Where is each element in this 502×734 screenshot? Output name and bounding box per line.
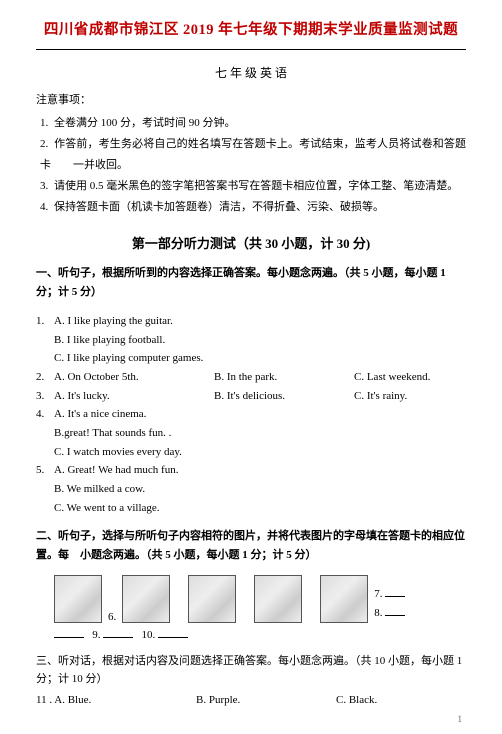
question-number: 1. <box>36 312 54 331</box>
option-c: C. It's rainy. <box>354 387 466 406</box>
option-image <box>122 575 170 623</box>
option-b: B. I like playing football. <box>36 331 466 350</box>
option-image <box>320 575 368 623</box>
part3-instruction: 三、听对话，根据对话内容及问题选择正确答案。每小题念两遍。（共 10 小题，每小… <box>36 652 466 689</box>
question-number: 4. <box>36 405 54 424</box>
notice-text: 保持答题卡面（机读卡加答题卷）清洁，不得折叠、污染、破损等。 <box>54 201 384 213</box>
image-label: 6. <box>108 611 116 623</box>
question-block: 1. A. I like playing the guitar. B. I li… <box>36 312 466 518</box>
question-number: 11 . A. Blue. <box>36 691 96 710</box>
question-row: 5. A. Great! We had much fun. <box>36 461 466 480</box>
notice-item: 2.作答前，考生务必将自己的姓名填写在答题卡上。考试结束，监考人员将试卷和答题卡… <box>36 134 466 176</box>
blank-line <box>54 626 84 638</box>
option-c: C. Last weekend. <box>354 368 466 387</box>
blank-line <box>103 626 133 638</box>
option-image <box>188 575 236 623</box>
option-b: B. It's delicious. <box>214 387 354 406</box>
blank-line <box>385 585 405 597</box>
question-row: 3. A. It's lucky. B. It's delicious. C. … <box>36 387 466 406</box>
question-number: 5. <box>36 461 54 480</box>
right-labels: 7. 8. <box>374 585 405 622</box>
options-inline: A. On October 5th. B. In the park. C. La… <box>54 368 466 387</box>
option-a: A. On October 5th. <box>54 368 214 387</box>
blank-line <box>385 604 405 616</box>
option-a: A. Great! We had much fun. <box>54 461 466 480</box>
option-a: A. It's lucky. <box>54 387 214 406</box>
notice-text: 请使用 0.5 毫米黑色的签字笔把答案书写在答题卡相应位置，字体工整、笔迹清楚。 <box>54 180 458 192</box>
notice-text: 作答前，考生务必将自己的姓名填写在答题卡上。考试结束，监考人员将试卷和答题卡 一… <box>40 138 466 171</box>
notice-item: 3.请使用 0.5 毫米黑色的签字笔把答案书写在答题卡相应位置，字体工整、笔迹清… <box>36 176 466 197</box>
notice-text: 全卷满分 100 分，考试时间 90 分钟。 <box>54 117 236 129</box>
section-title: 第一部分听力测试（共 30 小题，计 30 分) <box>36 233 466 252</box>
option-b: B.great! That sounds fun. . <box>36 424 466 443</box>
image-row: 6. 7. 8. <box>54 575 466 623</box>
notice-item: 4.保持答题卡面（机读卡加答题卷）清洁，不得折叠、污染、破损等。 <box>36 197 466 218</box>
part1-instruction: 一、听句子，根据所听到的内容选择正确答案。每小题念两遍。（共 5 小题，每小题 … <box>36 264 466 301</box>
option-b: B. We milked a cow. <box>36 480 466 499</box>
option-image <box>254 575 302 623</box>
image-label: 10. <box>142 629 156 641</box>
question-row: 4. A. It's a nice cinema. <box>36 405 466 424</box>
notice-heading: 注意事项： <box>36 91 466 107</box>
page-number: 1 <box>36 714 466 724</box>
part2-instruction: 二、听句子，选择与所听句子内容相符的图片，并将代表图片的字母填在答题卡的相应位置… <box>36 527 466 564</box>
main-title: 四川省成都市锦江区 2019 年七年级下期期末学业质量监测试题 <box>36 18 466 39</box>
image-label: 7. <box>374 588 382 600</box>
question-number: 3. <box>36 387 54 406</box>
question-row: 2. A. On October 5th. B. In the park. C.… <box>36 368 466 387</box>
option-a: A. It's a nice cinema. <box>54 405 466 424</box>
options-inline: A. It's lucky. B. It's delicious. C. It'… <box>54 387 466 406</box>
title-divider <box>36 49 466 50</box>
option-b: B. In the park. <box>214 368 354 387</box>
subtitle: 七 年 级 英 语 <box>36 64 466 81</box>
option-a: A. I like playing the guitar. <box>54 312 466 331</box>
question-row: 1. A. I like playing the guitar. <box>36 312 466 331</box>
image-label: 8. <box>374 607 382 619</box>
option-c: C. Black. <box>336 691 466 710</box>
blank-line <box>158 626 188 638</box>
image-label: 9. <box>92 629 100 641</box>
option-c: C. I like playing computer games. <box>36 349 466 368</box>
option-c: C. I watch movies every day. <box>36 443 466 462</box>
question-number: 2. <box>36 368 54 387</box>
exam-page: 四川省成都市锦江区 2019 年七年级下期期末学业质量监测试题 七 年 级 英 … <box>0 0 502 734</box>
option-c: C. We went to a village. <box>36 499 466 518</box>
fill-row: 9. 10. <box>36 625 466 646</box>
part3-block: 三、听对话，根据对话内容及问题选择正确答案。每小题念两遍。（共 10 小题，每小… <box>36 652 466 710</box>
option-b: B. Purple. <box>196 691 336 710</box>
question-row: 11 . A. Blue. B. Purple. C. Black. <box>36 691 466 710</box>
option-image <box>54 575 102 623</box>
notice-item: 1.全卷满分 100 分，考试时间 90 分钟。 <box>36 113 466 134</box>
